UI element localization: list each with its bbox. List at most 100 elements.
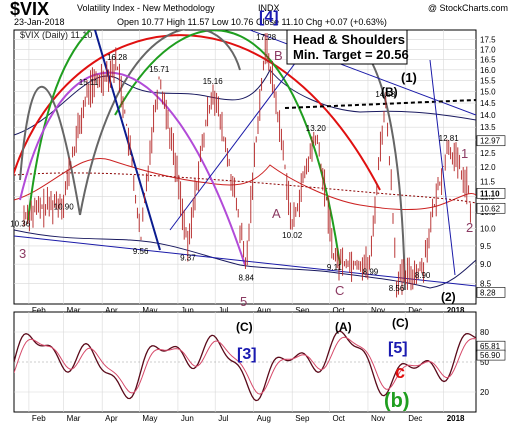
x-tick-label: Jun	[181, 306, 194, 315]
price-label: 17.28	[256, 33, 277, 42]
price-bars	[23, 33, 471, 298]
price-tag-box	[476, 188, 506, 199]
wave-2-right: 2	[466, 220, 473, 235]
x-tick-label-lower: Jun	[181, 414, 194, 423]
wave-C-small: C	[335, 283, 344, 298]
price-tag: 11.10	[480, 189, 500, 198]
price-tag: 8.28	[480, 288, 496, 297]
lower-band	[14, 229, 476, 289]
x-tick-label: Sep	[295, 306, 310, 315]
chart-legend: $VIX (Daily) 11.10	[20, 30, 92, 40]
price-label: 9.37	[180, 254, 196, 263]
x-tick-label-lower: Nov	[371, 414, 385, 423]
price-tag-box	[476, 135, 506, 147]
wave-1-label: (1)	[401, 70, 417, 85]
x-tick-label: May	[142, 306, 157, 315]
x-axis-lower: Feb Mar Apr May Jun Jul Aug Sep Oct Nov Dec 2018	[32, 414, 465, 423]
x-tick-label-lower: Sep	[295, 414, 310, 423]
y-tick-label: 17.5	[480, 36, 496, 45]
price-tag: 10.62	[480, 204, 501, 213]
wave-5-small: 5	[240, 294, 247, 309]
price-label: 15.71	[149, 65, 170, 74]
price-label: 10.02	[282, 231, 303, 240]
ohlc-values: Open 10.77 High 11.57 Low 10.76 Close 11…	[117, 17, 387, 27]
hs-box	[286, 29, 408, 65]
price-label: 10.90	[54, 202, 75, 211]
x-tick-label: Aug	[257, 306, 271, 315]
x-tick-label: 2018	[447, 306, 465, 315]
x-tick-label-lower: Aug	[257, 414, 271, 423]
price-labels: 10.36 10.90 15.11 16.28 9.56 15.71 9.37 15.16 8.…	[10, 33, 459, 293]
wave-B-label: (B)	[381, 85, 398, 99]
price-label: 16.28	[107, 53, 128, 62]
price-label: 8.56	[389, 284, 405, 293]
wave-B-small: B	[274, 48, 283, 63]
osc-tag-box	[476, 349, 506, 361]
price-label: 12.81	[439, 134, 460, 143]
price-tag: 12.97	[480, 137, 501, 146]
y-tick-label: 16.5	[480, 55, 496, 64]
chart-symbol: $VIX	[10, 0, 49, 19]
osc-tag: 56.90	[480, 351, 501, 360]
x-tick-label-lower: Oct	[332, 414, 345, 423]
y-tick-label: 9.0	[480, 260, 492, 269]
wave-2-label: (2)	[441, 290, 456, 304]
price-label: 8.90	[415, 271, 431, 280]
y-tick-label: 15.5	[480, 77, 496, 86]
y-tick-label: 16.0	[480, 66, 496, 75]
osc-tag: 65.81	[480, 342, 501, 351]
y-tick-label: 14.5	[480, 99, 496, 108]
y-tick-label: 17.0	[480, 45, 496, 54]
lower-label-c1: (C)	[236, 320, 253, 334]
hs-title: Head & Shoulders	[293, 32, 405, 47]
price-label: 15.11	[79, 78, 99, 87]
x-tick-label-lower: Dec	[408, 414, 422, 423]
price-label: 14.58	[375, 90, 396, 99]
x-tick-label-lower: May	[142, 414, 157, 423]
y-tick-label: 8.5	[480, 280, 492, 289]
x-tick-label-lower: 2018	[447, 414, 465, 423]
moving-average-slow	[14, 172, 476, 204]
lower-label-b: (b)	[384, 390, 410, 412]
lower-label-5: [5]	[388, 340, 408, 357]
wave-A-small: A	[272, 206, 281, 221]
right-tags: 12.97 11.10 10.62 8.28	[476, 135, 506, 298]
x-tick-label-lower: Apr	[105, 414, 118, 423]
diagonal-blue-1	[94, 30, 161, 251]
wave-1-right: 1	[461, 146, 468, 161]
osc-y-tick: 50	[480, 358, 489, 367]
oscillator-signal	[14, 336, 476, 395]
price-label: 9.56	[133, 247, 149, 256]
x-tick-label: Oct	[332, 306, 345, 315]
wave-4-label: [4]	[259, 9, 279, 26]
oscillator-grid	[14, 312, 476, 412]
gray-arc-1	[19, 85, 81, 216]
moving-average-fast	[14, 157, 476, 210]
y-tick-label: 12.5	[480, 149, 496, 158]
y-tick-label: 10.0	[480, 225, 496, 234]
x-axis-upper: Feb Mar Apr May Jun Jul Aug Sep Oct Nov Dec 2018	[32, 306, 465, 315]
x-tick-label-lower: Feb	[32, 414, 46, 423]
gray-arc-2	[79, 30, 241, 216]
neckline-dashed	[284, 99, 476, 109]
price-label: 13.20	[306, 124, 327, 133]
right-blue-down	[429, 59, 456, 276]
x-tick-label: Apr	[105, 306, 118, 315]
wave-3-small: 3	[19, 246, 26, 261]
y-tick-label: 13.5	[480, 123, 496, 132]
chart-exchange: INDX	[258, 3, 280, 13]
y-tick-label: 12.0	[480, 163, 496, 172]
price-label: 8.99	[363, 268, 379, 277]
purple-arc	[19, 71, 246, 266]
x-tick-label-lower: Jul	[218, 414, 228, 423]
hs-target: Min. Target = 20.56	[293, 47, 409, 62]
lower-label-c2: (C)	[392, 316, 409, 330]
x-tick-label: Feb	[32, 306, 46, 315]
y-tick-label: 14.0	[480, 111, 496, 120]
lower-label-a: (A)	[335, 320, 352, 334]
x-tick-label-lower: Mar	[67, 414, 81, 423]
lower-label-3: [3]	[237, 346, 257, 363]
price-label: 10.36	[10, 220, 31, 229]
